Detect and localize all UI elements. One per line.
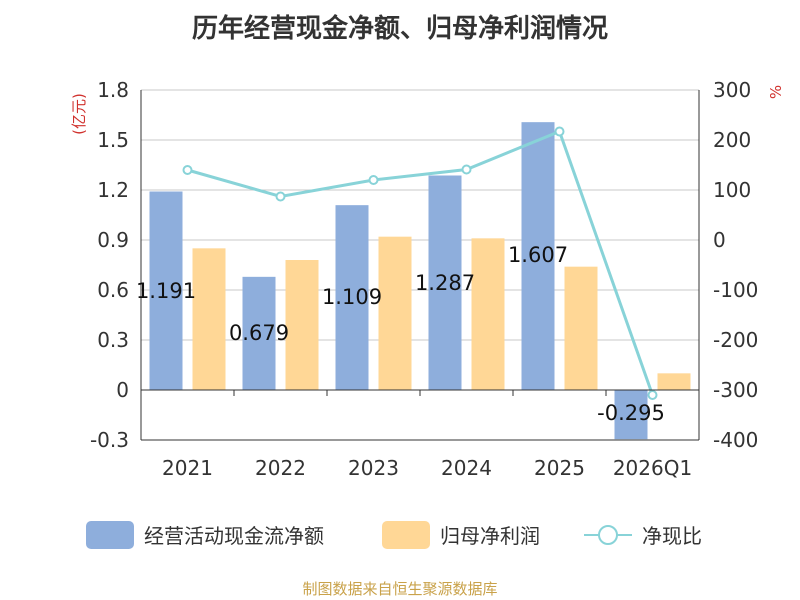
bar-cash-flow: [242, 276, 276, 390]
bar-net-profit: [285, 260, 319, 390]
line-point-ratio: [368, 175, 379, 185]
data-labels-group: 1.191 0.679 1.109 1.287 1.607 -0.295: [136, 243, 665, 425]
y-left-tick-label: 1.2: [97, 178, 129, 202]
line-point-ratio: [275, 191, 286, 202]
bar-cash-flow: [149, 191, 183, 390]
data-label-cash-flow: 0.679: [229, 321, 289, 345]
bar-cash-flow: [428, 175, 462, 390]
bar-cash-flow: [521, 122, 555, 391]
bars-group: [149, 122, 691, 440]
bar-cash-flow: [614, 390, 648, 440]
x-tick-label: 2025: [534, 456, 585, 480]
y-right-tick-label: 100: [713, 178, 751, 202]
legend-swatch-net-profit: [382, 521, 430, 549]
chart-title: 历年经营现金净额、归母净利润情况: [191, 14, 608, 44]
x-tick-label: 2021: [162, 456, 213, 480]
y-left-tick-label: 0.6: [97, 278, 129, 302]
legend-label-cash-flow: 经营活动现金流净额: [144, 524, 324, 548]
y-left-tick-label: 1.5: [97, 128, 129, 152]
x-tick-label: 2024: [441, 456, 492, 480]
line-series-group: [182, 126, 658, 400]
bar-net-profit: [378, 236, 412, 390]
line-point-ratio: [554, 126, 565, 137]
data-label-cash-flow: 1.191: [136, 279, 196, 303]
legend-label-ratio: 净现比: [642, 524, 702, 548]
y-left-tick-label: 0.3: [97, 328, 129, 352]
y-right-axis-label: %: [767, 85, 785, 99]
legend-label-net-profit: 归母净利润: [440, 524, 540, 548]
bar-net-profit: [564, 266, 598, 390]
bar-net-profit: [471, 238, 505, 390]
bar-cash-flow: [335, 205, 369, 390]
data-label-cash-flow: 1.607: [508, 243, 568, 267]
y-left-tick-label: -0.3: [90, 428, 129, 452]
y-right-tick-label: 200: [713, 128, 751, 152]
line-point-ratio: [182, 165, 193, 175]
bar-net-profit: [657, 373, 691, 390]
data-label-cash-flow: -0.295: [597, 401, 665, 425]
y-left-axis-label: (亿元): [70, 93, 88, 135]
y-left-tick-label: 0.9: [97, 228, 129, 252]
y-right-tick-label: 0: [713, 228, 726, 252]
x-tick-label: 2026Q1: [613, 456, 692, 480]
x-tick-label: 2022: [255, 456, 306, 480]
line-ratio: [187, 129, 654, 396]
y-left-tick-label: 1.8: [97, 78, 129, 102]
data-label-cash-flow: 1.109: [322, 285, 382, 309]
data-label-cash-flow: 1.287: [415, 271, 475, 295]
y-right-tick-label: -200: [713, 328, 758, 352]
bar-net-profit: [192, 248, 226, 390]
y-right-tick-label: 300: [713, 78, 751, 102]
legend-swatch-cash-flow: [86, 521, 134, 549]
y-right-tick-label: -300: [713, 378, 758, 402]
legend: 经营活动现金流净额 归母净利润 净现比: [86, 521, 702, 549]
line-point-ratio: [647, 390, 658, 400]
y-right-tick-label: -100: [713, 278, 758, 302]
x-tick-label: 2023: [348, 456, 399, 480]
source-footer: 制图数据来自恒生聚源数据库: [302, 580, 498, 598]
legend-swatch-marker: [598, 525, 618, 545]
y-left-tick-label: 0: [116, 378, 129, 402]
y-right-tick-label: -400: [713, 428, 758, 452]
axes-group: 1.8 1.5 1.2 0.9 0.6 0.3 0 -0.3 300 200 100 0 -100 -20…: [70, 78, 785, 480]
line-point-ratio: [461, 164, 472, 175]
